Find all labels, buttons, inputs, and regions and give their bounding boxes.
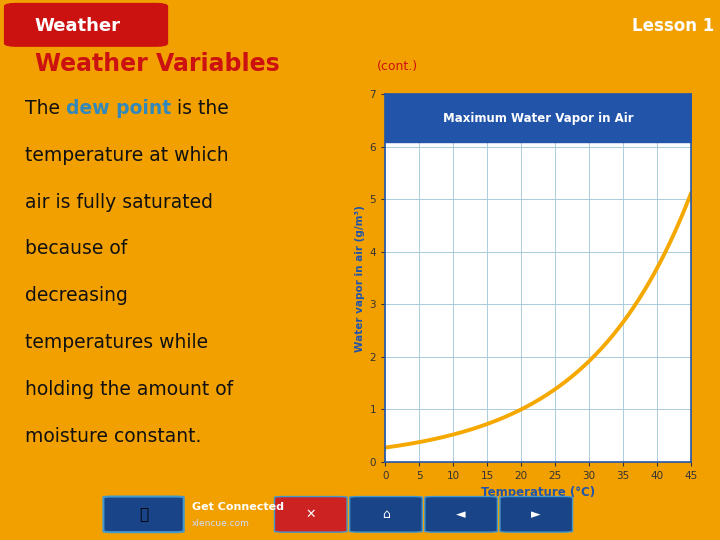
FancyBboxPatch shape	[425, 497, 498, 532]
Y-axis label: Water vapor in air (g/m³): Water vapor in air (g/m³)	[356, 205, 365, 352]
Text: Weather: Weather	[34, 17, 120, 35]
FancyBboxPatch shape	[4, 4, 168, 46]
Text: (cont.): (cont.)	[377, 60, 418, 73]
Text: Lesson 1: Lesson 1	[632, 17, 714, 35]
FancyBboxPatch shape	[104, 497, 184, 532]
Text: temperatures while: temperatures while	[25, 333, 208, 352]
Text: 🖥: 🖥	[139, 507, 148, 522]
Text: ◄: ◄	[456, 508, 466, 521]
Text: ►: ►	[531, 508, 541, 521]
Text: decreasing: decreasing	[25, 286, 128, 305]
Text: because of: because of	[25, 239, 127, 258]
Text: The: The	[25, 99, 66, 118]
Text: Maximum Water Vapor in Air: Maximum Water Vapor in Air	[443, 112, 634, 125]
Text: dew point: dew point	[66, 99, 171, 118]
Text: air is fully saturated: air is fully saturated	[25, 193, 213, 212]
Text: Get Connected: Get Connected	[192, 502, 284, 512]
Text: is the: is the	[171, 99, 229, 118]
Text: ✕: ✕	[305, 508, 316, 521]
X-axis label: Temperature (°C): Temperature (°C)	[481, 487, 595, 500]
FancyBboxPatch shape	[350, 497, 422, 532]
Text: Weather Variables: Weather Variables	[35, 52, 280, 76]
Text: ⌂: ⌂	[382, 508, 390, 521]
Text: holding the amount of: holding the amount of	[25, 380, 233, 399]
Text: xlencue.com: xlencue.com	[192, 519, 249, 528]
Text: moisture constant.: moisture constant.	[25, 427, 202, 446]
FancyBboxPatch shape	[500, 497, 572, 532]
FancyBboxPatch shape	[274, 497, 347, 532]
Text: temperature at which: temperature at which	[25, 146, 229, 165]
